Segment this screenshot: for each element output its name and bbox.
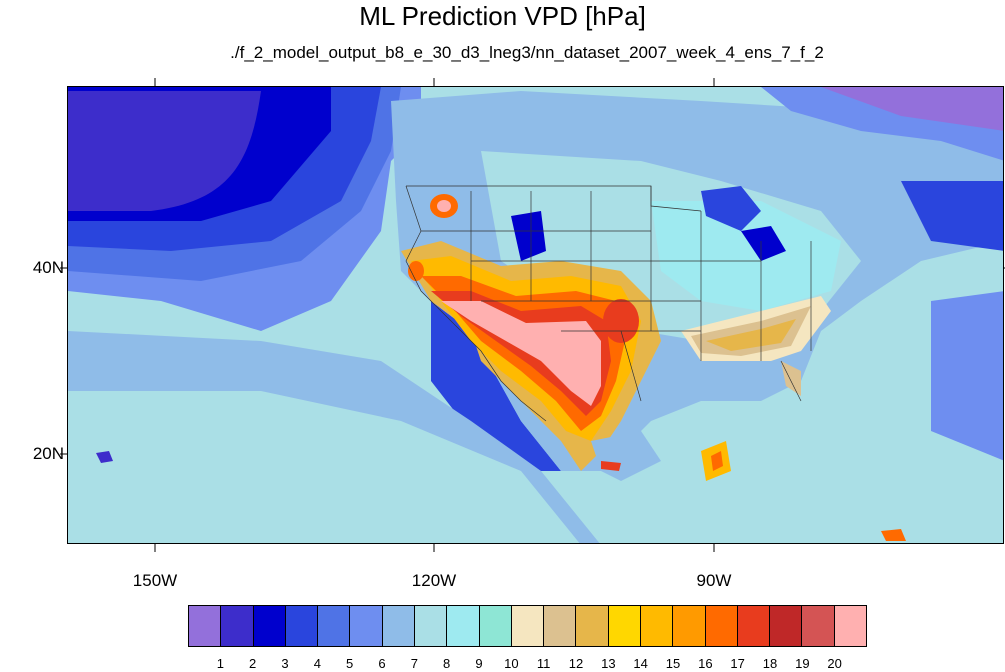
colorbar-label: 8: [443, 656, 451, 671]
plot-subtitle: ./f_2_model_output_b8_e_30_d3_lneg3/nn_d…: [230, 43, 824, 62]
colorbar-label: 11: [536, 656, 551, 671]
lat-tick-label-40n: 40N: [32, 258, 64, 277]
colorbar-label: 17: [730, 656, 745, 671]
colorbar-box: [705, 606, 738, 646]
colorbar: [188, 605, 867, 647]
colorbar-label: 12: [568, 656, 584, 671]
colorbar-label: 2: [249, 656, 257, 671]
colorbar-box: [737, 606, 771, 646]
colorbar-label: 16: [698, 656, 713, 671]
colorbar-label: 13: [601, 656, 616, 671]
colorbar-box: [285, 606, 319, 646]
colorbar-labels: 1 2 3 4 5 6 7 8 9 10 11 12 13 14 15 16 17 18 19 20: [0, 656, 1005, 672]
colorbar-box: [640, 606, 674, 646]
lon-tick-label-90w: 90W: [696, 571, 732, 590]
colorbar-box: [318, 606, 351, 646]
colorbar-box: [834, 606, 866, 646]
vpd-field-map: [68, 87, 1003, 543]
colorbar-box: [608, 606, 641, 646]
colorbar-label: 5: [346, 656, 354, 671]
lat-tick-label-20n: 20N: [32, 444, 64, 463]
colorbar-box: [544, 606, 577, 646]
colorbar-box: [511, 606, 545, 646]
lon-tick-label-120w: 120W: [411, 571, 457, 590]
colorbar-box: [189, 606, 222, 646]
colorbar-label: 18: [762, 656, 778, 671]
colorbar-box: [382, 606, 415, 646]
colorbar-box: [350, 606, 383, 646]
lon-tick-label-150w: 150W: [132, 571, 178, 590]
colorbar-box: [576, 606, 609, 646]
colorbar-label: 9: [475, 656, 483, 671]
colorbar-box: [253, 606, 286, 646]
colorbar-box: [770, 606, 803, 646]
colorbar-label: 15: [665, 656, 681, 671]
colorbar-label: 3: [281, 656, 289, 671]
colorbar-box: [479, 606, 512, 646]
map-panel: [67, 86, 1004, 544]
colorbar-label: 20: [827, 656, 842, 671]
colorbar-box: [673, 606, 706, 646]
colorbar-label: 7: [410, 656, 418, 671]
colorbar-box: [447, 606, 480, 646]
colorbar-label: 1: [216, 656, 224, 671]
colorbar-label: 14: [633, 656, 648, 671]
colorbar-label: 10: [504, 656, 519, 671]
plot-title: ML Prediction VPD [hPa]: [359, 1, 646, 31]
colorbar-label: 4: [313, 656, 321, 671]
colorbar-box: [802, 606, 835, 646]
colorbar-box: [221, 606, 254, 646]
colorbar-label: 6: [378, 656, 386, 671]
colorbar-box: [414, 606, 448, 646]
colorbar-label: 19: [795, 656, 810, 671]
